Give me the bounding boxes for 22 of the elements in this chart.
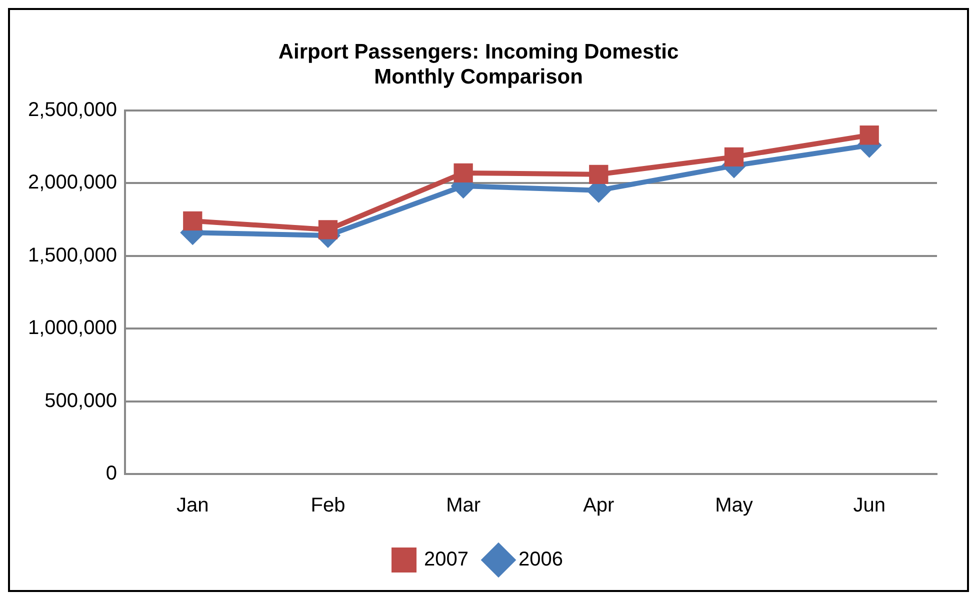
y-tick-label: 1,500,000 [28,244,117,266]
point [724,147,744,167]
legend-label: 2006 [518,548,563,571]
x-tick-label: Apr [583,494,615,517]
point [454,163,473,183]
x-tick-label: Jun [853,494,886,517]
point [318,220,338,240]
point [860,126,879,145]
legend-label: 2007 [424,548,469,571]
y-tick-label: 2,500,000 [28,98,117,121]
x-tick-label: Feb [310,494,346,517]
y-tick-label: 500,000 [44,390,117,412]
x-tick-label: Jan [176,494,209,517]
y-tick-label: 0 [106,462,117,485]
x-tick-label: May [715,494,753,517]
point [589,164,608,184]
x-tick-label: Mar [446,494,481,517]
y-tick-label: 1,000,000 [28,317,117,340]
text: Monthly Comparison [374,66,583,89]
y-tick-label: 2,000,000 [28,172,117,194]
point [183,211,202,231]
text: Airport Passengers: Incoming Domestic [278,40,679,64]
